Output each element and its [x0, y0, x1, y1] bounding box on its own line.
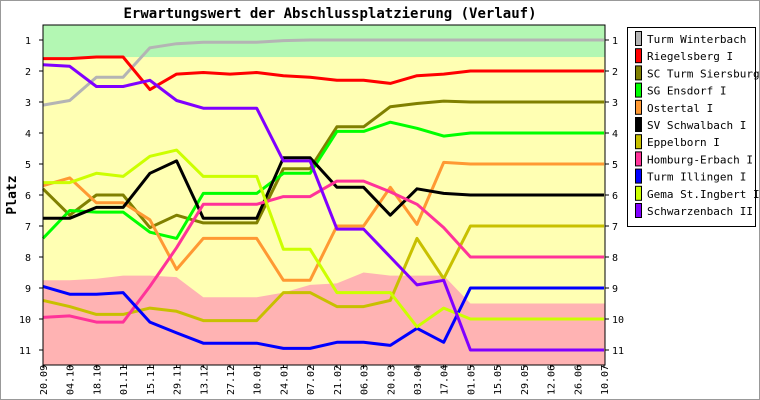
series-line-turm-illingen-i: [42, 284, 604, 350]
x-tick-label: 29.11: [173, 365, 184, 395]
x-axis: 20.09 04.10 18.10 01.11 15.11 29.11 13.12 27.12…: [39, 365, 611, 395]
legend-label: Eppelborn I: [647, 136, 720, 149]
legend-label: Schwarzenbach II: [647, 205, 753, 218]
y-tick-label: 5: [612, 160, 618, 171]
x-tick-label: 13.12: [199, 365, 210, 395]
series-line-eppelborn-i: [42, 224, 604, 323]
y-tick-label: 6: [25, 191, 31, 202]
y-tick-label: 10: [19, 315, 31, 326]
y-axis-label: Platz: [5, 175, 20, 214]
series-line-schwarzenbach-ii: [42, 63, 604, 352]
series-lines: [41, 38, 604, 352]
legend-item: Schwarzenbach II: [635, 203, 753, 218]
legend-swatch: [635, 31, 642, 46]
legend-label: Homburg-Erbach I: [647, 153, 753, 166]
legend-swatch: [635, 168, 642, 184]
y-tick-label: 3: [612, 98, 618, 109]
x-tick-label: 18.10: [92, 365, 103, 395]
legend-item: SC Turm Siersburg: [635, 65, 760, 81]
legend-swatch: [635, 151, 642, 167]
legend-label: Gema St.Ingbert I: [647, 188, 760, 201]
y-tick-label: 1: [612, 36, 618, 47]
x-tick-label: 03.04: [413, 365, 424, 395]
x-tick-label: 17.04: [440, 365, 451, 395]
legend-swatch: [635, 117, 642, 132]
y-tick-label: 3: [25, 98, 31, 109]
y-tick-label: 4: [25, 129, 31, 140]
legend-swatch: [635, 99, 642, 115]
x-tick-label: 26.06: [573, 365, 584, 395]
y-tick-label: 11: [612, 346, 624, 357]
y-tick-label: 5: [25, 160, 31, 171]
legend-item: Riegelsberg I: [635, 48, 733, 64]
legend-swatch: [635, 203, 642, 218]
legend-swatch: [635, 134, 642, 150]
y-tick-label: 8: [25, 253, 31, 264]
y-tick-label: 8: [612, 253, 618, 264]
y-tick-label: 9: [612, 284, 618, 295]
y-axis-right: 1 2 3 4 5 6 7 8 9 10 11: [605, 36, 624, 357]
legend-item: SV Schwalbach I: [635, 117, 746, 132]
series-line-homburg-erbach-i: [42, 179, 604, 324]
x-tick-label: 07.02: [306, 365, 317, 395]
legend-item: Gema St.Ingbert I: [635, 185, 760, 201]
legend-item: Turm Winterbach: [635, 31, 746, 46]
x-tick-label: 29.05: [520, 365, 531, 395]
x-tick-label: 12.06: [547, 365, 558, 395]
relegation-zone: [43, 272, 605, 365]
legend-label: Turm Illingen I: [647, 171, 746, 184]
x-tick-label: 21.02: [333, 365, 344, 395]
x-tick-label: 01.11: [119, 365, 130, 395]
x-tick-label: 10.07: [600, 365, 611, 395]
legend-item: Ostertal I: [635, 99, 713, 115]
x-tick-label: 15.05: [493, 365, 504, 395]
legend-label: SG Ensdorf I: [647, 85, 726, 98]
x-tick-label: 24.01: [279, 365, 290, 395]
legend-item: Eppelborn I: [635, 134, 720, 150]
y-tick-label: 7: [25, 222, 31, 233]
x-tick-label: 01.05: [466, 365, 477, 395]
legend-item: SG Ensdorf I: [635, 82, 726, 98]
y-tick-label: 4: [612, 129, 618, 140]
x-tick-label: 15.11: [146, 365, 157, 395]
x-tick-label: 20.03: [386, 365, 397, 395]
legend-label: Ostertal I: [647, 102, 713, 115]
x-tick-label: 20.09: [39, 365, 50, 395]
legend-swatch: [635, 65, 642, 81]
y-tick-label: 2: [25, 67, 31, 78]
legend-label: SV Schwalbach I: [647, 119, 746, 132]
x-tick-label: 10.01: [253, 365, 264, 395]
y-tick-label: 6: [612, 191, 618, 202]
y-tick-label: 2: [612, 67, 618, 78]
y-axis-left: 1 2 3 4 5 6 7 8 9 10 11: [19, 36, 43, 357]
series-line-sv-schwalbach-i: [43, 156, 604, 220]
series-line-gema-st-ingbert-i: [43, 148, 604, 329]
series-line-sg-ensdorf-i: [41, 120, 604, 240]
legend-label: SC Turm Siersburg: [647, 67, 760, 80]
x-tick-label: 04.10: [66, 365, 77, 395]
series-line-riegelsberg-i: [43, 55, 604, 92]
x-tick-label: 27.12: [226, 365, 237, 395]
y-tick-label: 7: [612, 222, 618, 233]
legend-box: [627, 27, 756, 227]
y-tick-label: 11: [19, 346, 31, 357]
legend-label: Turm Winterbach: [647, 33, 746, 46]
series-line-turm-winterbach: [42, 38, 604, 107]
y-tick-label: 10: [612, 315, 624, 326]
x-tick-label: 06.03: [360, 365, 371, 395]
chart-title: Erwartungswert der Abschlussplatzierung …: [123, 6, 536, 22]
y-tick-label: 9: [25, 284, 31, 295]
legend-item: Homburg-Erbach I: [635, 151, 753, 167]
legend-swatch: [635, 185, 642, 201]
legend-item: Turm Illingen I: [635, 168, 746, 184]
legend: Turm Winterbach Riegelsberg I SC Turm Sier…: [627, 27, 760, 227]
legend-label: Riegelsberg I: [647, 50, 733, 63]
legend-swatch: [635, 48, 642, 64]
series-line-ostertal-i: [42, 160, 604, 282]
legend-swatch: [635, 82, 642, 98]
y-tick-label: 1: [25, 36, 31, 47]
